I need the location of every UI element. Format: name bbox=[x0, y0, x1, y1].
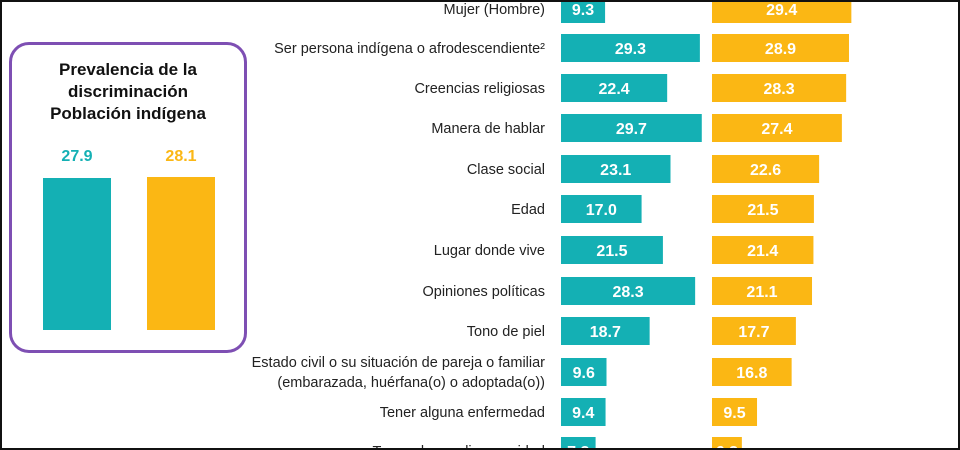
prevalence-title-line: Prevalencia de la bbox=[59, 60, 197, 79]
category-label: Tono de piel bbox=[467, 324, 545, 340]
prevalence-bar-1 bbox=[43, 177, 111, 330]
prevalence-box: Prevalencia de la discriminación Poblaci… bbox=[9, 42, 247, 353]
bar-series-2 bbox=[712, 437, 742, 448]
bar-series-1 bbox=[561, 34, 700, 62]
category-label: Creencias religiosas bbox=[414, 81, 545, 97]
bar-series-2 bbox=[712, 398, 758, 426]
category-label: (embarazada, huérfana(o) o adoptada(o)) bbox=[277, 375, 545, 391]
value-label-series-1: 23.1 bbox=[600, 162, 631, 179]
prevalence-value-2: 28.1 bbox=[165, 148, 197, 165]
value-label-series-2: 6.3 bbox=[716, 444, 738, 448]
prevalence-bar-2 bbox=[147, 176, 215, 330]
value-label-series-2: 9.5 bbox=[723, 405, 745, 422]
bar-series-1 bbox=[561, 195, 642, 223]
prevalence-title: Prevalencia de la discriminación Poblaci… bbox=[12, 59, 244, 125]
value-label-series-1: 29.7 bbox=[616, 121, 647, 138]
bar-series-1 bbox=[561, 2, 606, 23]
category-label: Mujer (Hombre) bbox=[443, 2, 545, 18]
category-label: Clase social bbox=[467, 162, 545, 178]
bar-series-1 bbox=[561, 114, 702, 142]
value-label-series-1: 21.5 bbox=[596, 243, 627, 260]
bar-series-1 bbox=[561, 277, 696, 305]
value-label-series-2: 21.1 bbox=[746, 284, 777, 301]
value-label-series-1: 9.6 bbox=[573, 365, 595, 382]
category-label: Tener alguna enfermedad bbox=[380, 405, 545, 421]
bar-series-2 bbox=[712, 358, 792, 386]
value-label-series-2: 16.8 bbox=[736, 365, 767, 382]
value-label-series-1: 9.4 bbox=[572, 405, 594, 422]
value-label-series-2: 21.4 bbox=[747, 243, 778, 260]
value-label-series-2: 22.6 bbox=[750, 162, 781, 179]
category-label: Edad bbox=[511, 202, 545, 218]
category-label: Manera de hablar bbox=[431, 121, 545, 137]
bar-series-1 bbox=[561, 437, 596, 448]
bar-series-2 bbox=[712, 195, 814, 223]
bar-series-1 bbox=[561, 398, 606, 426]
value-label-series-1: 29.3 bbox=[615, 41, 646, 58]
prevalence-value-1: 27.9 bbox=[61, 148, 93, 165]
value-label-series-2: 29.4 bbox=[766, 2, 797, 19]
bar-series-1 bbox=[561, 155, 671, 183]
prevalence-title-line: Población indígena bbox=[50, 104, 206, 123]
prevalence-title-line: discriminación bbox=[68, 82, 188, 101]
bar-series-2 bbox=[712, 114, 842, 142]
value-label-series-1: 9.3 bbox=[572, 2, 594, 19]
value-label-series-2: 21.5 bbox=[747, 202, 778, 219]
category-label: Ser persona indígena o afrodescendiente² bbox=[274, 41, 545, 57]
value-label-series-2: 28.3 bbox=[764, 81, 795, 98]
value-label-series-2: 28.9 bbox=[765, 41, 796, 58]
bar-series-2 bbox=[712, 2, 852, 23]
bar-series-2 bbox=[712, 34, 849, 62]
value-label-series-1: 7.3 bbox=[567, 444, 589, 448]
value-label-series-2: 27.4 bbox=[761, 121, 792, 138]
bar-series-1 bbox=[561, 358, 607, 386]
bar-series-2 bbox=[712, 155, 820, 183]
value-label-series-1: 17.0 bbox=[586, 202, 617, 219]
bar-series-2 bbox=[712, 236, 814, 264]
bar-series-1 bbox=[561, 74, 668, 102]
bar-series-1 bbox=[561, 317, 650, 345]
value-label-series-1: 18.7 bbox=[590, 324, 621, 341]
bar-series-2 bbox=[712, 277, 813, 305]
value-label-series-1: 22.4 bbox=[599, 81, 630, 98]
bar-series-2 bbox=[712, 74, 847, 102]
value-label-series-2: 17.7 bbox=[738, 324, 769, 341]
bar-series-1 bbox=[561, 236, 663, 264]
category-label: Tener alguna discapacidad bbox=[372, 444, 545, 448]
category-label: Lugar donde vive bbox=[434, 243, 545, 259]
category-label: Opiniones políticas bbox=[422, 284, 545, 300]
value-label-series-1: 28.3 bbox=[613, 284, 644, 301]
category-label: Estado civil o su situación de pareja o … bbox=[252, 355, 546, 371]
bar-series-2 bbox=[712, 317, 796, 345]
